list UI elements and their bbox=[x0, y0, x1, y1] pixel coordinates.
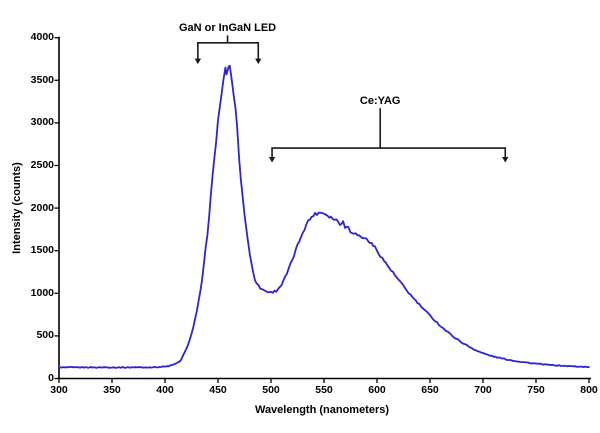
x-tick-label: 650 bbox=[421, 384, 439, 396]
y-tick-label: 1000 bbox=[30, 286, 54, 299]
y-tick-label: 3000 bbox=[30, 116, 54, 129]
x-tick-label: 500 bbox=[262, 384, 280, 396]
x-tick-label: 800 bbox=[580, 384, 598, 396]
y-tick-label: 3500 bbox=[30, 73, 54, 86]
y-tick-label: 500 bbox=[36, 329, 54, 342]
x-tick-label: 750 bbox=[527, 384, 545, 396]
tick-marks-group bbox=[54, 37, 590, 383]
x-tick-label: 450 bbox=[209, 384, 227, 396]
x-axis-title: Wavelength (nanometers) bbox=[254, 404, 390, 416]
x-tick-label: 300 bbox=[50, 384, 68, 396]
y-tick-label: 2500 bbox=[30, 159, 54, 171]
annotation-label-led: GaN or InGaN LED bbox=[178, 22, 277, 35]
axes-group bbox=[58, 36, 591, 380]
y-tick-label: 1500 bbox=[30, 244, 54, 257]
spectrum-curve bbox=[58, 64, 590, 369]
x-tick-label: 700 bbox=[474, 384, 492, 396]
y-tick-label: 4000 bbox=[30, 31, 54, 44]
annotation-label-ceyag: Ce:YAG bbox=[359, 95, 401, 108]
x-tick-label: 400 bbox=[156, 384, 174, 396]
x-tick-label: 600 bbox=[368, 384, 386, 396]
x-tick-label: 550 bbox=[315, 384, 333, 396]
annotation-brackets-group bbox=[194, 35, 509, 163]
y-tick-label: 0 bbox=[48, 372, 54, 384]
x-tick-label: 350 bbox=[103, 384, 121, 396]
y-tick-label: 2000 bbox=[30, 201, 54, 214]
